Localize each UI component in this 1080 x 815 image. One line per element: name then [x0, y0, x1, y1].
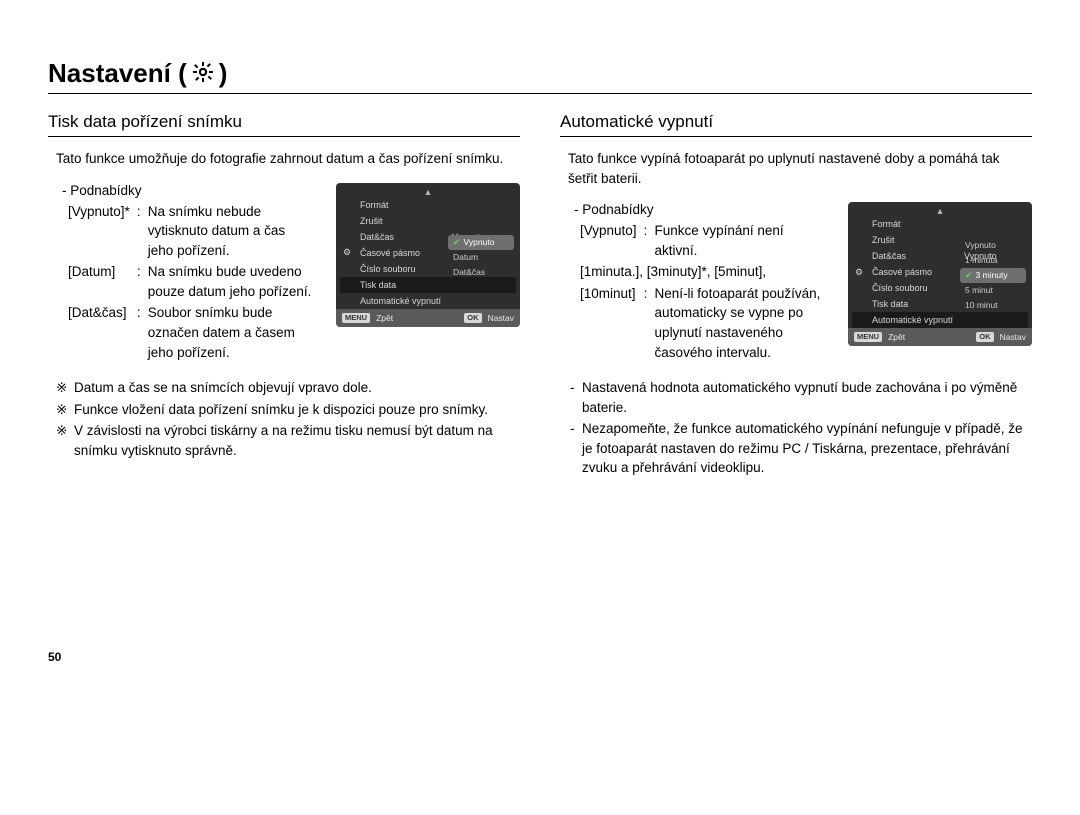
left-definitions: [Vypnuto]*:Na snímku nebude vytisknuto d…: [68, 202, 318, 365]
right-heading: Automatické vypnutí: [560, 112, 1032, 137]
right-bullets: -Nastavená hodnota automatického vypnutí…: [560, 378, 1032, 478]
left-notes: ※Datum a čas se na snímcích objevují vpr…: [56, 378, 520, 460]
left-sub-label: - Podnabídky: [62, 183, 318, 198]
dash-icon: -: [570, 378, 582, 417]
page-title-open: Nastavení (: [48, 58, 187, 89]
right-camera-preview: ▴ Formát Zrušit Dat&časVypnuto ⚙Časové p…: [848, 202, 1032, 346]
left-options: ✔Vypnuto Datum Dat&čas: [448, 235, 514, 280]
left-camera-preview: ▴ Formát Zrušit Dat&časVypnuto ⚙Časové p…: [336, 183, 520, 327]
left-intro: Tato funkce umožňuje do fotografie zahrn…: [56, 149, 520, 169]
page-title-row: Nastavení (: [48, 58, 1032, 94]
preview-footer: MENU Zpět OK Nastav: [848, 328, 1032, 346]
left-heading: Tisk data pořízení snímku: [48, 112, 520, 137]
gear-icon: ⚙: [340, 247, 354, 258]
gear-icon: [191, 60, 215, 87]
left-column: Tisk data pořízení snímku Tato funkce um…: [48, 112, 520, 664]
right-definitions: [Vypnuto]:Funkce vypínání není aktivní. …: [580, 221, 830, 364]
page-number: 50: [48, 650, 520, 664]
right-options: Vypnuto 1 minuta ✔3 minuty 5 minut 10 mi…: [960, 238, 1026, 313]
caret-up-icon: ▴: [852, 208, 1028, 216]
gear-icon: ⚙: [852, 267, 866, 278]
right-sub-label: - Podnabídky: [574, 202, 830, 217]
check-icon: ✔: [453, 235, 461, 250]
page-title-close: ): [219, 58, 228, 89]
right-column: Automatické vypnutí Tato funkce vypíná f…: [560, 112, 1032, 664]
right-intro: Tato funkce vypíná fotoaparát po uplynut…: [568, 149, 1032, 188]
dash-icon: -: [570, 419, 582, 478]
check-icon: ✔: [965, 268, 973, 283]
preview-footer: MENU Zpět OK Nastav: [336, 309, 520, 327]
caret-up-icon: ▴: [340, 189, 516, 197]
